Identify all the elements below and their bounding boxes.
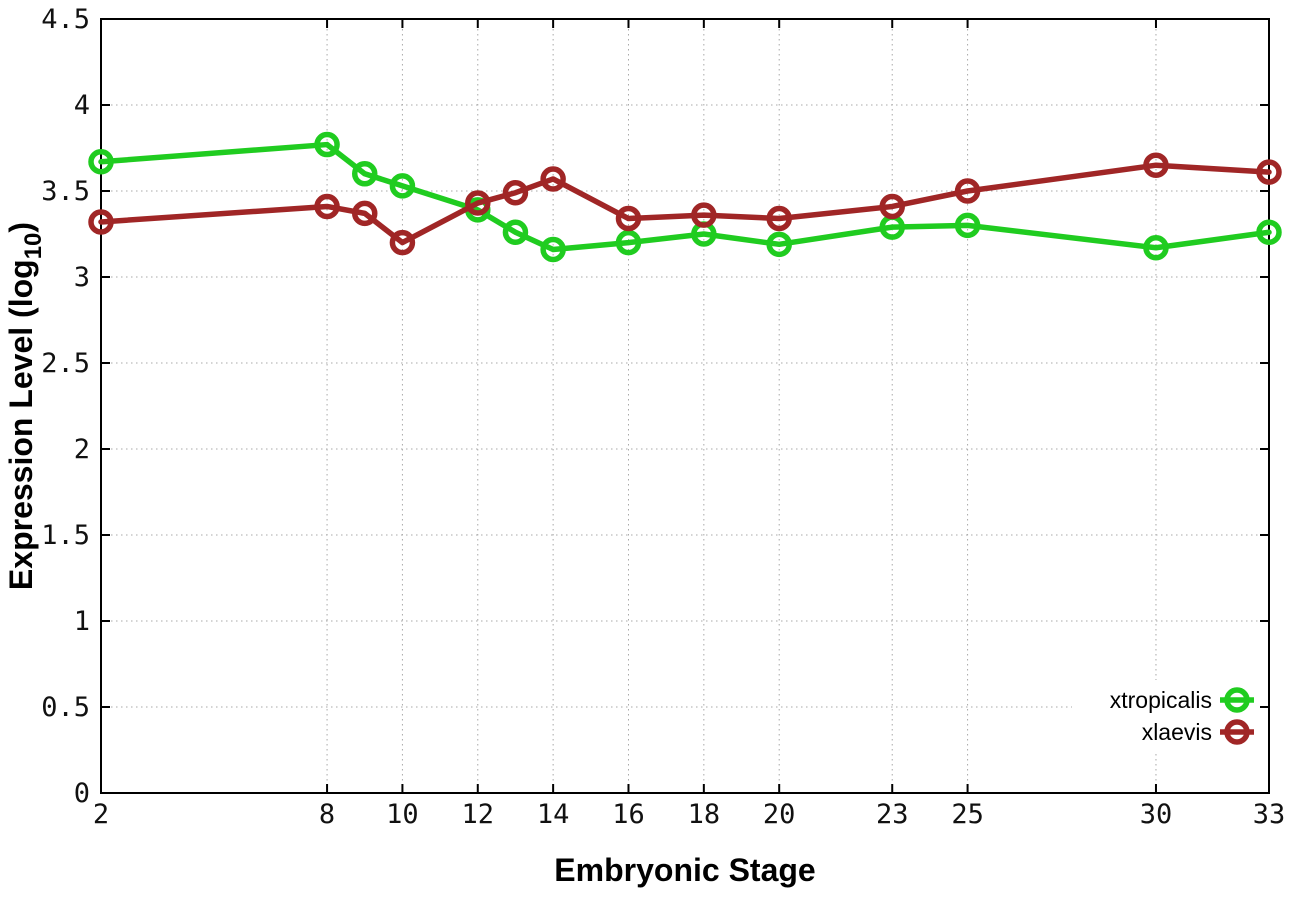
- x-tick-label: 18: [688, 799, 721, 830]
- data-point-xtropicalis: [502, 219, 529, 246]
- data-point-xlaevis: [766, 205, 792, 232]
- plot-border-rect: [100, 18, 1270, 794]
- y-tick-label: 2: [74, 434, 90, 465]
- data-point-xtropicalis: [540, 236, 566, 263]
- data-point-xlaevis: [615, 205, 642, 232]
- y-tick-label: 2.5: [41, 348, 90, 379]
- series-line-xtropicalis: [98, 141, 1272, 253]
- x-tick-label: 10: [386, 799, 419, 830]
- plot-border: [100, 18, 1270, 794]
- x-tick-label: 8: [319, 799, 335, 830]
- data-point-xlaevis: [88, 209, 114, 235]
- legend-sample-marker-xlaevis: [1224, 719, 1250, 745]
- y-tick-label: 4: [74, 90, 90, 121]
- data-point-xlaevis: [502, 179, 529, 206]
- y-tick-label: 0.5: [41, 692, 90, 723]
- y-tick-label: 4.5: [41, 4, 90, 35]
- x-tick-label: 2: [93, 799, 109, 830]
- y-tick-label: 1: [74, 606, 90, 637]
- series-line-xlaevis: [98, 162, 1272, 246]
- data-point-xtropicalis: [615, 229, 642, 256]
- data-point-xlaevis: [691, 202, 717, 228]
- data-point-xlaevis: [1256, 159, 1282, 185]
- legend-label-xtropicalis: xtropicalis: [1110, 687, 1212, 713]
- x-tick-label: 14: [537, 799, 570, 830]
- y-tick-label: 3: [74, 262, 90, 293]
- legend-sample-marker-xtropicalis: [1224, 687, 1250, 713]
- data-point-xlaevis: [465, 190, 491, 216]
- x-axis-title: Embryonic Stage: [554, 852, 815, 888]
- data-point-xlaevis: [540, 166, 566, 192]
- data-point-xtropicalis: [389, 173, 416, 199]
- y-tick-label: 3.5: [41, 176, 90, 207]
- x-tick-label: 25: [951, 799, 984, 830]
- x-tick-label: 30: [1140, 799, 1173, 830]
- data-series: [88, 131, 1282, 263]
- gridlines: [100, 18, 1270, 794]
- x-tick-label: 16: [612, 799, 645, 830]
- data-point-xlaevis: [879, 193, 905, 220]
- data-point-xlaevis: [389, 229, 416, 256]
- data-point-xtropicalis: [766, 231, 792, 258]
- data-point-xtropicalis: [88, 149, 114, 175]
- x-tick-label: 20: [763, 799, 796, 830]
- data-point-xtropicalis: [1143, 235, 1169, 261]
- x-tick-label: 12: [462, 799, 495, 830]
- x-tick-label: 33: [1253, 799, 1286, 830]
- legend: xtropicalis xlaevis: [1072, 680, 1260, 752]
- data-point-xlaevis: [351, 200, 378, 227]
- data-point-xlaevis: [954, 178, 981, 204]
- data-point-xtropicalis: [1256, 219, 1282, 246]
- data-point-xlaevis: [1143, 152, 1169, 178]
- y-tick-label: 1.5: [41, 520, 90, 551]
- data-point-xlaevis: [314, 193, 340, 220]
- y-tick-label: 0: [74, 778, 90, 809]
- data-point-xtropicalis: [314, 131, 340, 158]
- data-point-xtropicalis: [954, 212, 981, 239]
- tick-labels: 2 8 10 12 14 16 18 20 23 25 30 33 0 0.5 1 1.5 2 2.5 3 3.5 4 4…: [41, 4, 1285, 830]
- data-point-xtropicalis: [351, 161, 378, 187]
- x-tick-label: 23: [876, 799, 909, 830]
- axis-ticks: [100, 18, 1270, 794]
- y-axis-title: Expression Level (log10): [3, 222, 47, 590]
- legend-label-xlaevis: xlaevis: [1142, 719, 1212, 745]
